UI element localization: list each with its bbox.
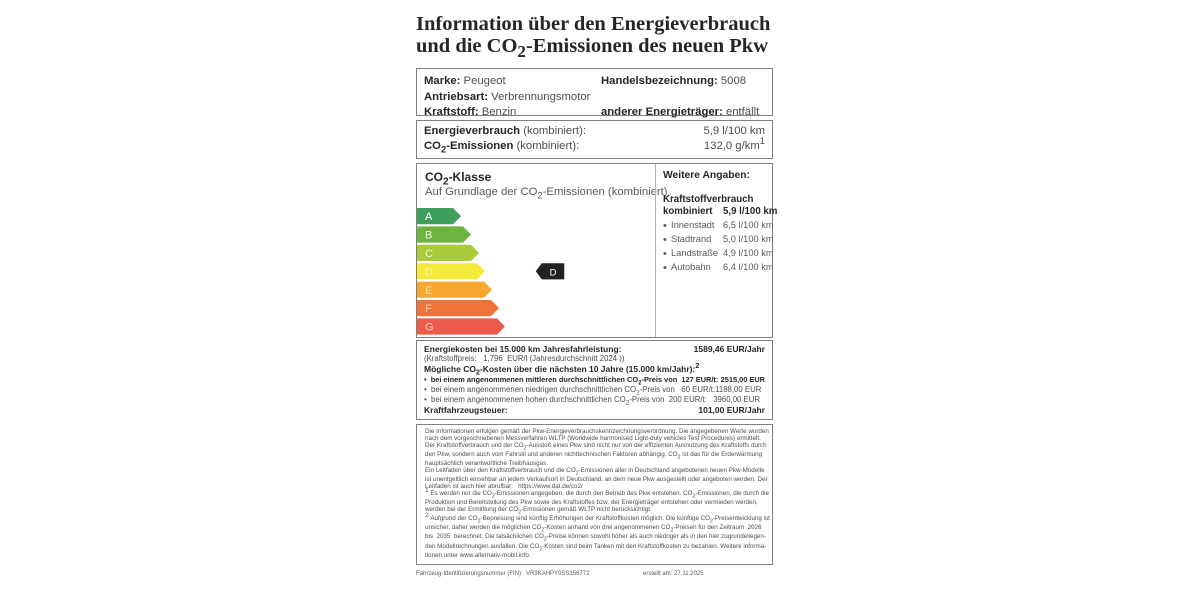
svg-text:D: D [550,267,557,278]
svg-text:A: A [425,211,433,223]
svg-text:D: D [425,266,433,278]
svg-text:B: B [425,229,432,241]
svg-text:E: E [425,284,432,296]
svg-text:C: C [425,248,433,260]
svg-text:F: F [425,303,432,315]
svg-text:G: G [425,321,434,333]
